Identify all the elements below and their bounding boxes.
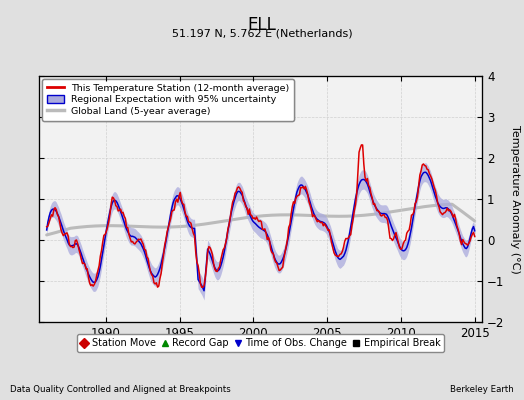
Text: 51.197 N, 5.762 E (Netherlands): 51.197 N, 5.762 E (Netherlands): [172, 28, 352, 38]
Y-axis label: Temperature Anomaly (°C): Temperature Anomaly (°C): [510, 125, 520, 273]
Text: ELL: ELL: [247, 16, 277, 34]
Text: Berkeley Earth: Berkeley Earth: [450, 385, 514, 394]
Legend: This Temperature Station (12-month average), Regional Expectation with 95% uncer: This Temperature Station (12-month avera…: [42, 79, 294, 120]
Legend: Station Move, Record Gap, Time of Obs. Change, Empirical Break: Station Move, Record Gap, Time of Obs. C…: [77, 334, 444, 352]
Text: Data Quality Controlled and Aligned at Breakpoints: Data Quality Controlled and Aligned at B…: [10, 385, 231, 394]
